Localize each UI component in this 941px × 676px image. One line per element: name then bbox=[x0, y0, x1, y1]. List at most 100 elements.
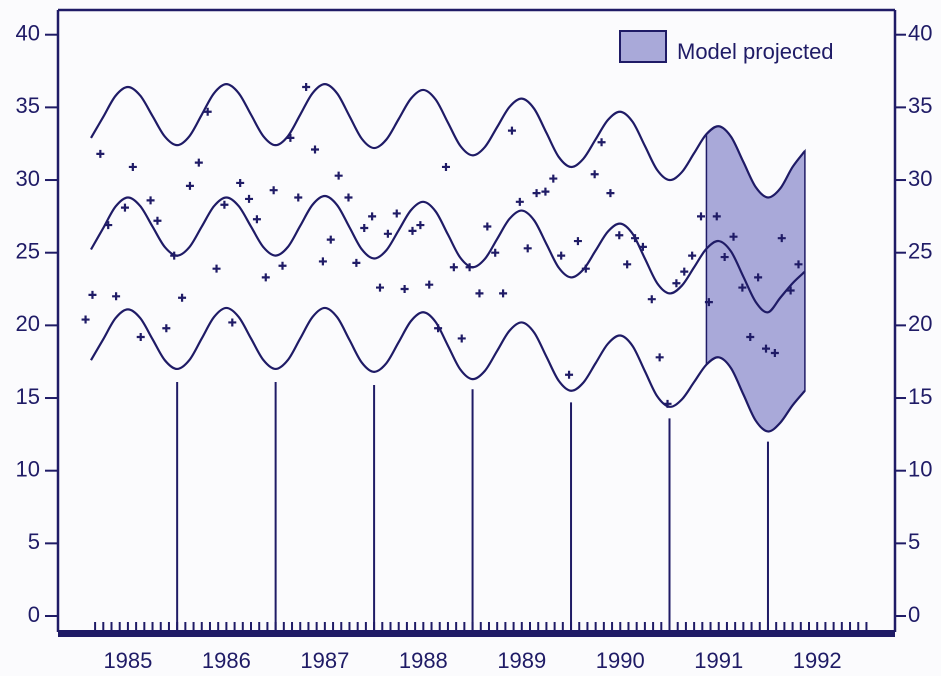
observed-point bbox=[400, 285, 409, 294]
observed-point bbox=[573, 237, 582, 246]
observed-point bbox=[146, 196, 155, 205]
observed-point bbox=[663, 399, 672, 408]
observed-point bbox=[236, 178, 245, 187]
observed-point bbox=[294, 193, 303, 202]
observed-point bbox=[228, 318, 237, 327]
observed-point bbox=[162, 324, 171, 333]
observed-point bbox=[375, 283, 384, 292]
y-tick-label: 35 bbox=[16, 93, 40, 118]
y-tick-label: 30 bbox=[16, 166, 40, 191]
observed-point bbox=[655, 353, 664, 362]
observed-point bbox=[786, 286, 795, 295]
observed-point bbox=[770, 348, 779, 357]
observed-point bbox=[606, 189, 615, 198]
observed-point bbox=[483, 222, 492, 231]
y2-tick-label: 25 bbox=[908, 239, 932, 264]
y-tick-label: 40 bbox=[16, 21, 40, 46]
observed-point bbox=[252, 215, 261, 224]
observed-point bbox=[515, 197, 524, 206]
observed-point bbox=[794, 260, 803, 269]
y2-tick-label: 0 bbox=[908, 602, 920, 627]
x-tick-label: 1990 bbox=[596, 648, 645, 673]
observed-point bbox=[278, 261, 287, 270]
observed-point bbox=[425, 280, 434, 289]
x-tick-label: 1989 bbox=[497, 648, 546, 673]
x-tick-label: 1991 bbox=[694, 648, 743, 673]
observed-point bbox=[499, 289, 508, 298]
x-axis-bar bbox=[58, 630, 895, 637]
observed-point bbox=[220, 200, 229, 209]
observed-point bbox=[344, 193, 353, 202]
model-curve bbox=[90, 306, 806, 433]
observed-point bbox=[104, 221, 113, 230]
y2-tick-label: 40 bbox=[908, 21, 932, 46]
observed-point bbox=[416, 221, 425, 230]
observed-point bbox=[541, 187, 550, 196]
observed-point bbox=[475, 289, 484, 298]
observed-point bbox=[720, 253, 729, 262]
observed-point bbox=[631, 234, 640, 243]
observed-point bbox=[704, 298, 713, 307]
y-tick-label: 20 bbox=[16, 311, 40, 336]
observed-point bbox=[581, 264, 590, 273]
observed-point bbox=[261, 273, 270, 282]
observed-point bbox=[392, 209, 401, 218]
observed-point bbox=[311, 145, 320, 154]
y2-tick-label: 30 bbox=[908, 166, 932, 191]
observed-point bbox=[597, 138, 606, 147]
model-curve bbox=[90, 83, 806, 199]
observed-point bbox=[465, 263, 474, 272]
observed-point bbox=[368, 212, 377, 221]
observed-point bbox=[754, 273, 763, 282]
y-tick-label: 10 bbox=[16, 456, 40, 481]
legend-label: Model projected bbox=[677, 39, 834, 64]
observed-point bbox=[549, 174, 558, 183]
observed-point bbox=[194, 158, 203, 167]
observed-point bbox=[352, 258, 361, 267]
observed-point bbox=[712, 212, 721, 221]
observed-point bbox=[680, 267, 689, 276]
observed-point bbox=[203, 107, 212, 116]
observed-point bbox=[178, 293, 187, 302]
observed-point bbox=[269, 186, 278, 195]
observed-point bbox=[326, 235, 335, 244]
legend-swatch bbox=[619, 30, 667, 63]
observed-point bbox=[523, 244, 532, 253]
x-tick-label: 1985 bbox=[103, 648, 152, 673]
observed-point bbox=[647, 295, 656, 304]
observed-point bbox=[441, 162, 450, 171]
observed-point bbox=[672, 279, 681, 288]
observed-point bbox=[557, 251, 566, 260]
observed-point bbox=[302, 83, 311, 92]
observed-point bbox=[318, 257, 327, 266]
observed-point bbox=[88, 290, 97, 299]
observed-point bbox=[532, 189, 541, 198]
observed-point bbox=[738, 283, 747, 292]
observed-point bbox=[334, 171, 343, 180]
y2-tick-label: 35 bbox=[908, 93, 932, 118]
observed-point bbox=[688, 251, 697, 260]
y-tick-label: 0 bbox=[28, 602, 40, 627]
observed-point bbox=[136, 332, 145, 341]
observed-point bbox=[408, 226, 417, 235]
observed-point bbox=[112, 292, 121, 301]
observed-point bbox=[81, 315, 90, 324]
observed-point bbox=[762, 344, 771, 353]
observed-point bbox=[185, 181, 194, 190]
model-curve bbox=[90, 194, 806, 314]
observed-point bbox=[128, 162, 137, 171]
observed-point bbox=[383, 229, 392, 238]
y-tick-label: 25 bbox=[16, 239, 40, 264]
x-tick-label: 1988 bbox=[399, 648, 448, 673]
x-tick-label: 1986 bbox=[202, 648, 251, 673]
observed-point bbox=[746, 332, 755, 341]
observed-point bbox=[615, 231, 624, 240]
observed-point bbox=[120, 203, 129, 212]
observed-point bbox=[245, 194, 254, 203]
observed-point bbox=[507, 126, 516, 135]
observed-point bbox=[286, 133, 295, 142]
observed-point bbox=[434, 324, 443, 333]
observed-point bbox=[565, 370, 574, 379]
